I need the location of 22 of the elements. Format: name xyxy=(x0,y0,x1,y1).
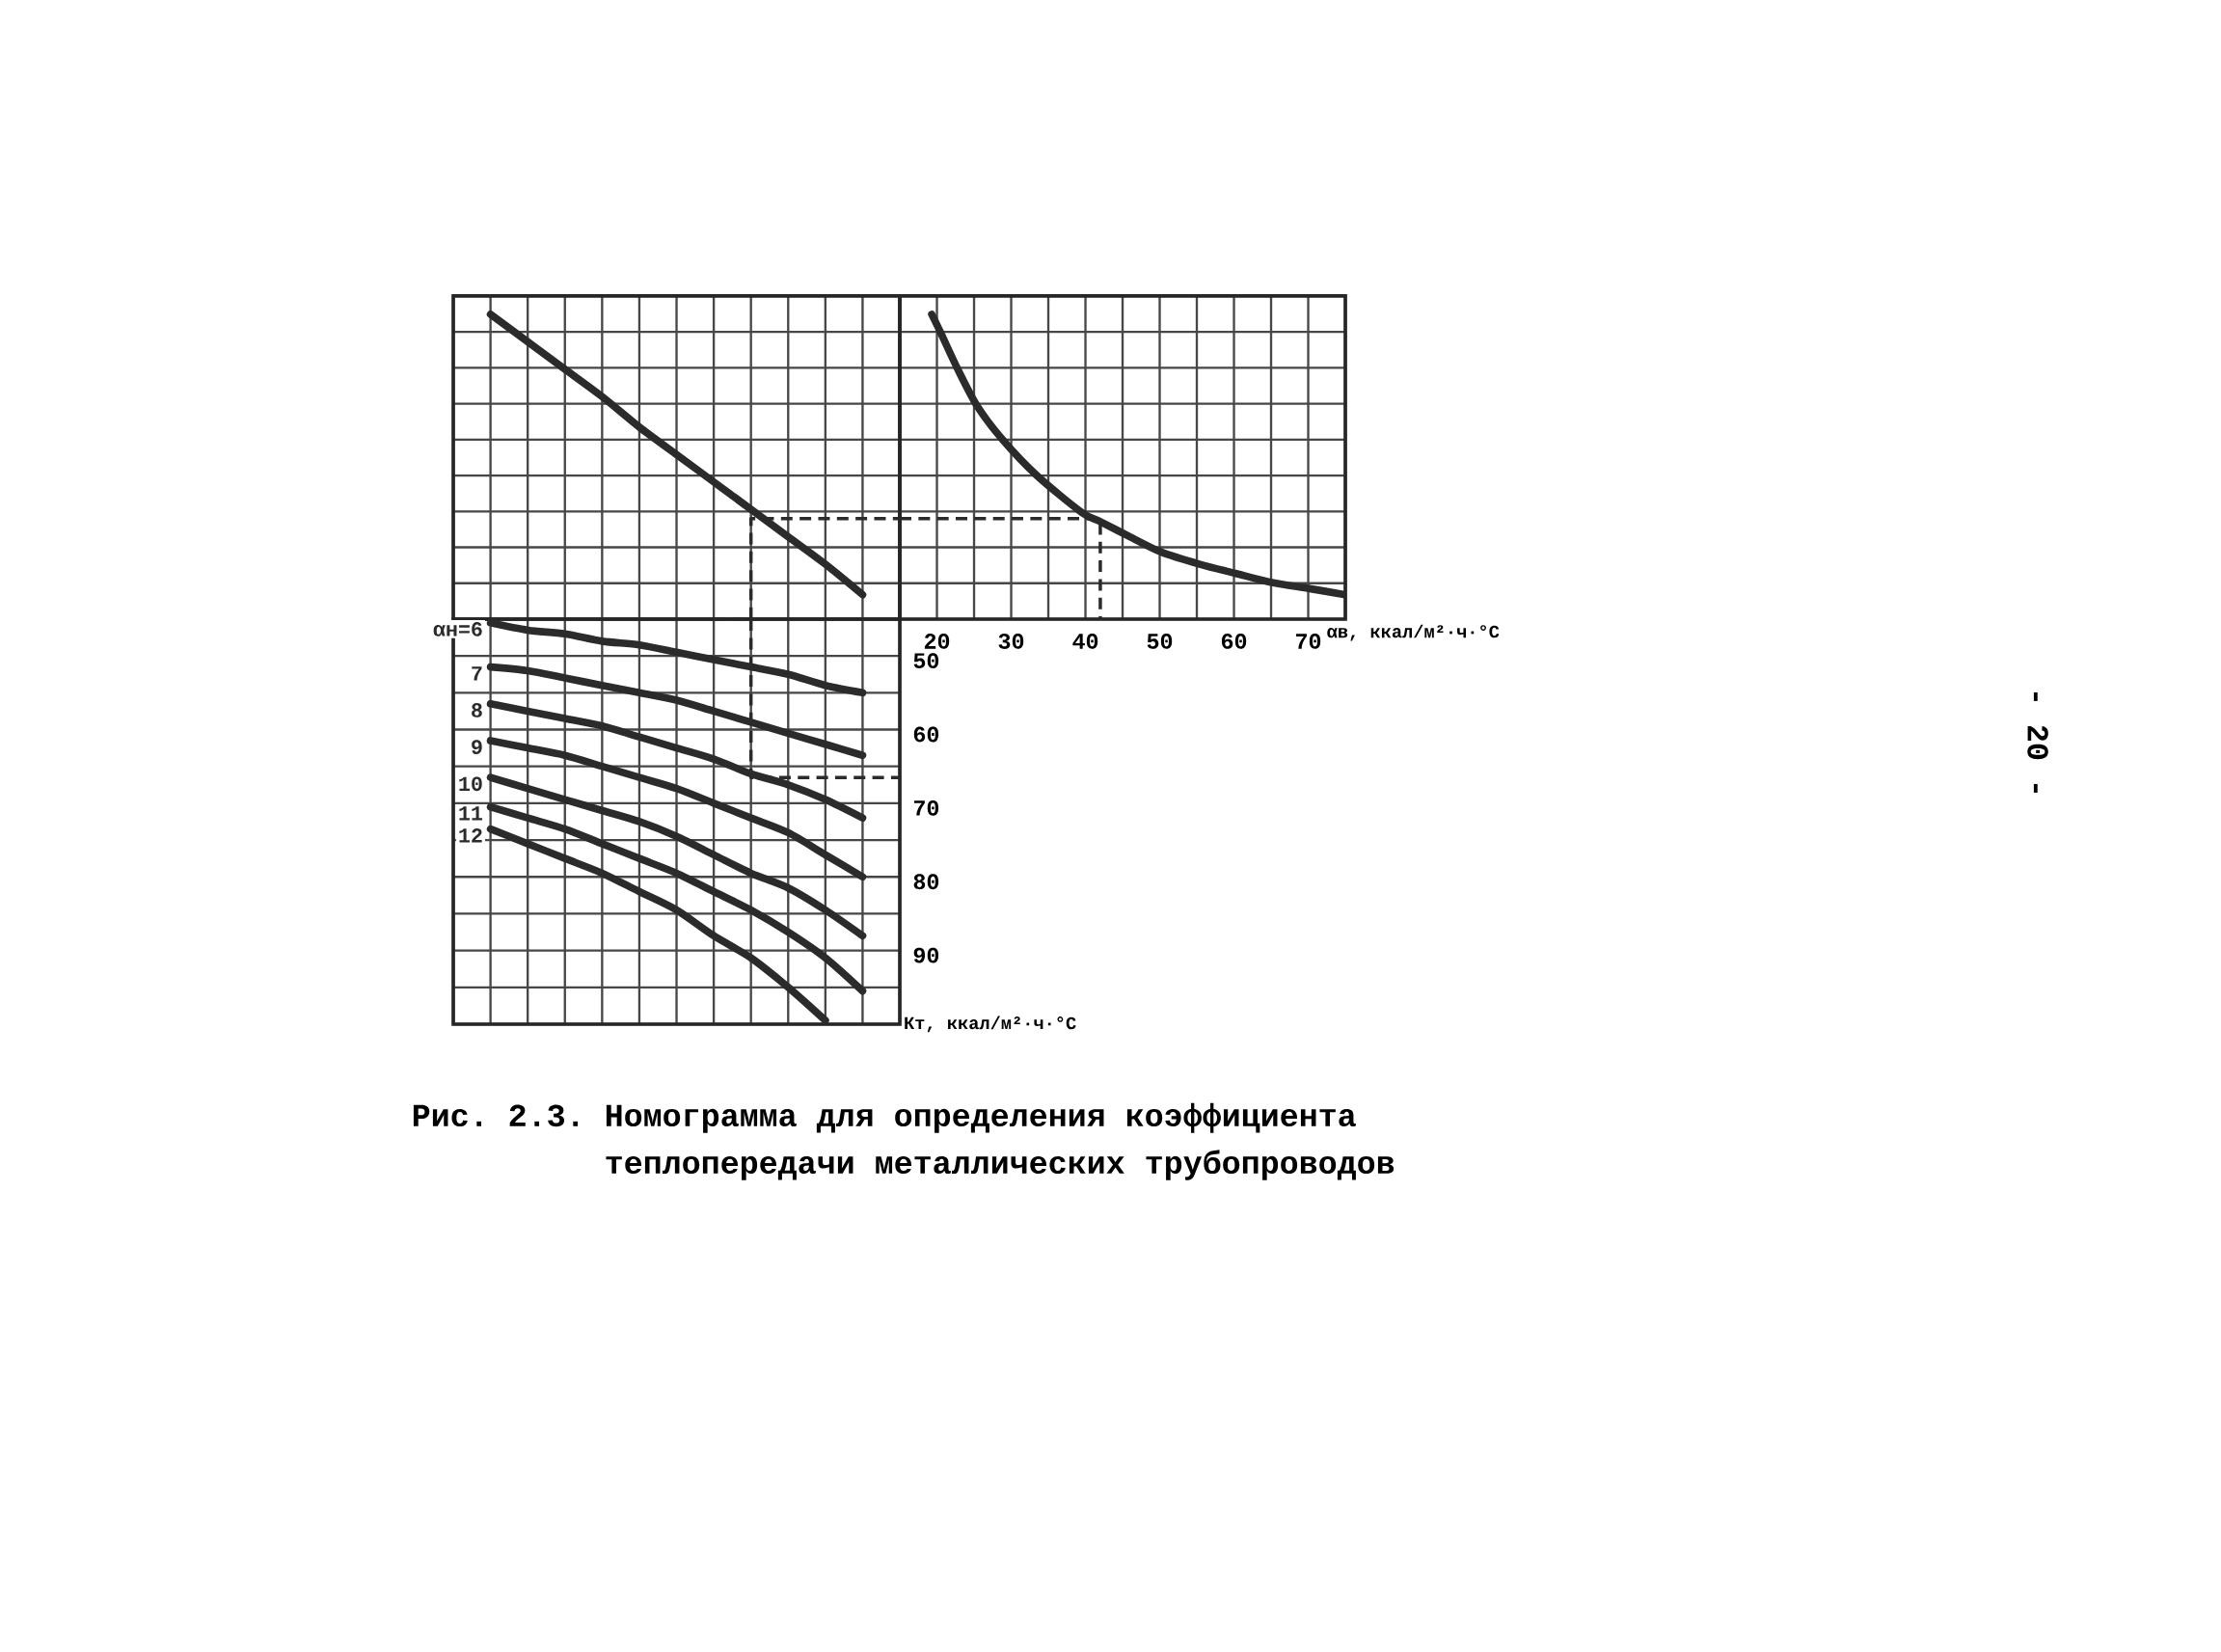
x-tick-label: 20 xyxy=(924,634,950,649)
text: - 20 - xyxy=(2027,691,2048,793)
series-label: 8 xyxy=(472,703,482,718)
series-label: 10 xyxy=(459,776,482,792)
series-label: αн=6 xyxy=(433,622,482,636)
y-axis-title: Кт, ккал/м²·ч·°C xyxy=(905,1016,1076,1033)
y-tick-label: 50 xyxy=(913,653,939,669)
series-label: 7 xyxy=(472,666,482,681)
y-tick-label: 80 xyxy=(913,874,939,890)
x-tick-label: 30 xyxy=(998,634,1024,649)
series-label: 12 xyxy=(459,828,482,843)
x-tick-label: 60 xyxy=(1221,634,1247,649)
y-tick-label: 90 xyxy=(913,947,939,963)
series-label: 11 xyxy=(459,806,483,821)
series-label: 9 xyxy=(472,740,482,754)
text: Рис. 2.3. Номограмма для определения коэффициента теплопередачи металлических трубопроводов xyxy=(413,1102,1395,1180)
x-axis-title: αв, ккал/м²·ч·°C xyxy=(1327,624,1500,641)
y-tick-label: 70 xyxy=(913,799,939,816)
y-tick-label: 60 xyxy=(913,726,939,743)
x-tick-label: 40 xyxy=(1072,634,1098,649)
x-tick-label: 50 xyxy=(1147,634,1173,649)
x-tick-label: 70 xyxy=(1296,634,1321,649)
